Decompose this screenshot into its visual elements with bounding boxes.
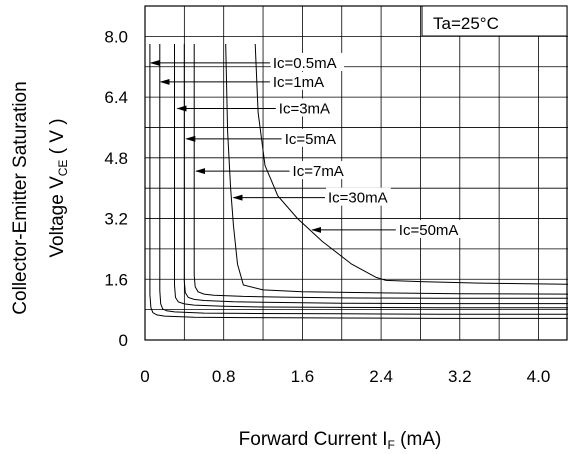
y-axis-title-line1: Collector-Emitter Saturation <box>10 81 31 314</box>
tick-labels: 0 0.8 1.6 2.4 3.2 4.0 0 1.6 3.2 4.8 6.4 8.0 <box>104 27 550 386</box>
x-tick-label: 3.2 <box>448 367 472 386</box>
x-tick-label: 0.8 <box>212 367 236 386</box>
series-group <box>149 43 568 319</box>
x-tick-label: 4.0 <box>527 367 551 386</box>
y-tick-label: 1.6 <box>104 270 128 289</box>
y-tick-label: 4.8 <box>104 149 128 168</box>
y-tick-label: 8.0 <box>104 27 128 46</box>
annotation-label-background <box>276 98 334 117</box>
grid <box>145 6 568 340</box>
y-tick-label: 6.4 <box>104 88 128 107</box>
y-tick-label: 0 <box>119 331 128 350</box>
annotation-group: Ic=0.5mA Ic=1mA Ic=3mA Ic=5mA Ic=7mA Ic=30mA I… <box>149 52 462 239</box>
series-line <box>159 44 568 315</box>
x-tick-label: 2.4 <box>369 367 393 386</box>
condition-label: Ta=25°C <box>433 14 499 33</box>
series-line <box>193 44 568 299</box>
series-label: Ic=5mA <box>285 131 336 148</box>
series-label: Ic=50mA <box>399 222 459 239</box>
annotation-label-background <box>325 187 391 206</box>
y-tick-label: 3.2 <box>104 210 128 229</box>
series-label: Ic=3mA <box>279 100 330 117</box>
annotation-label-background <box>290 161 347 180</box>
series-line <box>254 43 568 285</box>
x-tick-label: 0 <box>140 367 149 386</box>
x-axis-title: Forward Current IF (mA) <box>239 429 442 452</box>
series-line <box>183 44 568 305</box>
annotation-label-background <box>396 219 462 238</box>
series-line <box>149 44 568 319</box>
condition-box: Ta=25°C <box>421 5 568 37</box>
series-label: Ic=7mA <box>293 163 344 180</box>
series-label: Ic=0.5mA <box>273 55 337 72</box>
plot-frame <box>144 5 568 341</box>
annotation-label-background <box>270 52 345 71</box>
series-label: Ic=1mA <box>273 74 324 91</box>
series-line <box>174 44 568 309</box>
series-line <box>225 43 568 295</box>
y-axis-title-line2: Voltage VCE ( V ) <box>47 118 70 257</box>
annotation-label-background <box>270 71 328 90</box>
x-tick-label: 1.6 <box>291 367 315 386</box>
annotation-label-background <box>282 128 340 147</box>
series-label: Ic=30mA <box>328 190 388 207</box>
